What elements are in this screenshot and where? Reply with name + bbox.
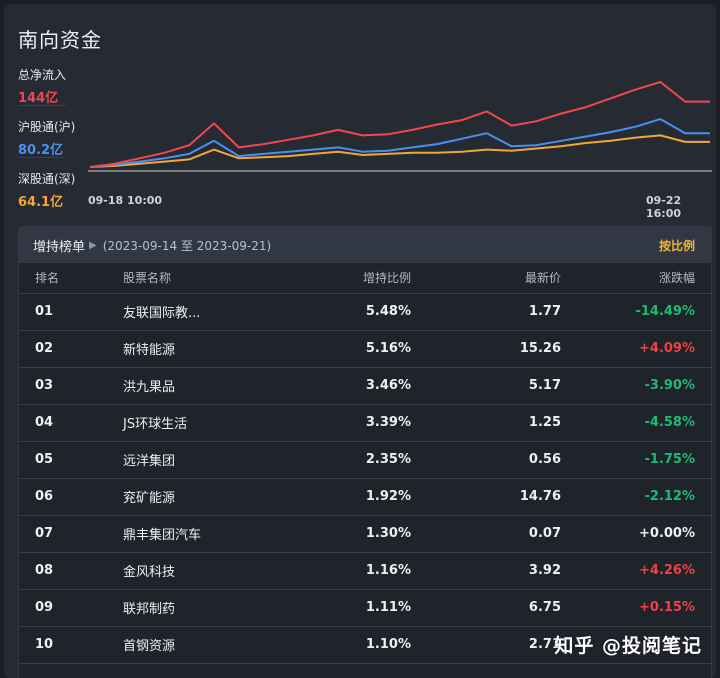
- stock-name-cell[interactable]: 洪九果品: [119, 367, 329, 405]
- watermark: 知乎 @投阅笔记: [554, 635, 702, 657]
- legend-sz-value: 64.1亿: [18, 195, 64, 210]
- rank-cell: 06: [19, 478, 119, 516]
- change-cell: +4.09%: [561, 330, 711, 368]
- column-header-change[interactable]: 涨跌幅: [561, 263, 711, 294]
- ratio-cell: 3.39%: [329, 404, 411, 442]
- legend-sh: 沪股通(沪) 80.2亿: [18, 118, 75, 158]
- ratio-cell: 1.10%: [329, 626, 411, 664]
- stock-name-cell[interactable]: 首钢资源: [119, 626, 329, 664]
- series-line-2: [89, 134, 710, 168]
- table-row[interactable]: 08 金风科技 1.16% 3.92 +4.26%: [19, 552, 711, 590]
- column-header-price[interactable]: 最新价: [411, 263, 561, 294]
- table-row[interactable]: 06 兖矿能源 1.92% 14.76 -2.12%: [19, 478, 711, 516]
- legend-sz: 深股通(深) 64.1亿: [18, 170, 75, 210]
- rank-cell: 01: [19, 293, 119, 331]
- ratio-cell: 5.48%: [329, 293, 411, 331]
- table-row[interactable]: 03 洪九果品 3.46% 5.17 -3.90%: [19, 367, 711, 405]
- flow-line-chart: [88, 81, 712, 172]
- price-cell: 1.77: [411, 293, 561, 331]
- table-row[interactable]: 07 鼎丰集团汽车 1.30% 0.07 +0.00%: [19, 515, 711, 553]
- stock-name-cell[interactable]: JS环球生活: [119, 404, 329, 442]
- ranking-header: 增持榜单 ▶ (2023-09-14 至 2023-09-21) 按比例: [19, 227, 711, 263]
- ratio-cell: 2.35%: [329, 441, 411, 479]
- table-row[interactable]: 09 联邦制药 1.11% 6.75 +0.15%: [19, 589, 711, 627]
- ranking-panel: 增持榜单 ▶ (2023-09-14 至 2023-09-21) 按比例 排名 …: [18, 226, 712, 678]
- legend-total: 总净流入 144亿: [18, 66, 66, 106]
- legend-total-label: 总净流入: [18, 68, 67, 82]
- price-cell: 6.75: [411, 589, 561, 627]
- sort-by-ratio-button[interactable]: 按比例: [658, 239, 695, 253]
- table-row[interactable]: 01 友联国际教... 5.48% 1.77 -14.49%: [19, 293, 711, 331]
- stock-name-cell[interactable]: 鼎丰集团汽车: [119, 515, 329, 553]
- rank-cell: 04: [19, 404, 119, 442]
- ratio-cell: 3.46%: [329, 367, 411, 405]
- stock-name-cell[interactable]: 兖矿能源: [119, 478, 329, 516]
- rank-cell: 10: [19, 626, 119, 664]
- rank-cell: 03: [19, 367, 119, 405]
- ranking-date-range: (2023-09-14 至 2023-09-21): [102, 238, 272, 253]
- table-row[interactable]: 05 远洋集团 2.35% 0.56 -1.75%: [19, 441, 711, 479]
- legend-sh-value: 80.2亿: [18, 143, 64, 158]
- price-cell: 14.76: [411, 478, 561, 516]
- page-title: 南向资金: [18, 28, 102, 52]
- price-cell: 0.56: [411, 441, 561, 479]
- stock-name-cell[interactable]: 新特能源: [119, 330, 329, 368]
- change-cell: +4.26%: [561, 552, 711, 590]
- ranking-table: 排名 股票名称 增持比例 最新价 涨跌幅 01 友联国际教... 5.48% 1.77…: [19, 263, 711, 664]
- change-cell: -2.12%: [561, 478, 711, 516]
- change-cell: -1.75%: [561, 441, 711, 479]
- rank-cell: 09: [19, 589, 119, 627]
- price-cell: 1.25: [411, 404, 561, 442]
- legend-divider: [18, 105, 66, 106]
- change-cell: +0.15%: [561, 589, 711, 627]
- change-cell: -4.58%: [561, 404, 711, 442]
- stock-name-cell[interactable]: 金风科技: [119, 552, 329, 590]
- legend-sh-label: 沪股通(沪): [18, 120, 76, 134]
- stock-name-cell[interactable]: 友联国际教...: [119, 293, 329, 331]
- ratio-cell: 1.11%: [329, 589, 411, 627]
- x-axis-start-label: 09-18 10:00: [88, 194, 163, 207]
- table-row[interactable]: 02 新特能源 5.16% 15.26 +4.09%: [19, 330, 711, 368]
- series-line-1: [89, 118, 710, 168]
- legend-total-value: 144亿: [18, 91, 59, 106]
- ratio-cell: 1.16%: [329, 552, 411, 590]
- table-row[interactable]: 04 JS环球生活 3.39% 1.25 -4.58%: [19, 404, 711, 442]
- column-header-name[interactable]: 股票名称: [119, 263, 329, 294]
- column-header-ratio[interactable]: 增持比例: [329, 263, 411, 294]
- play-arrow-icon[interactable]: ▶: [89, 239, 97, 251]
- ratio-cell: 1.30%: [329, 515, 411, 553]
- table-row[interactable]: 10 首钢资源 1.10% 2.71: [19, 626, 711, 664]
- ratio-cell: 1.92%: [329, 478, 411, 516]
- change-cell: -3.90%: [561, 367, 711, 405]
- rank-cell: 08: [19, 552, 119, 590]
- price-cell: 0.07: [411, 515, 561, 553]
- rank-cell: 02: [19, 330, 119, 368]
- column-header-rank[interactable]: 排名: [19, 263, 119, 294]
- legend-sz-label: 深股通(深): [18, 172, 76, 186]
- price-cell: 15.26: [411, 330, 561, 368]
- x-axis-end-label: 09-22 16:00: [646, 194, 682, 220]
- ratio-cell: 5.16%: [329, 330, 411, 368]
- price-cell: 3.92: [411, 552, 561, 590]
- rank-cell: 05: [19, 441, 119, 479]
- change-cell: +0.00%: [561, 515, 711, 553]
- stock-name-cell[interactable]: 联邦制药: [119, 589, 329, 627]
- ranking-title[interactable]: 增持榜单: [33, 239, 86, 255]
- legend-divider: [18, 157, 66, 158]
- app-frame: 南向资金 总净流入 144亿 沪股通(沪) 80.2亿 深股通(深) 64.1亿…: [4, 4, 716, 678]
- rank-cell: 07: [19, 515, 119, 553]
- series-line-0: [89, 81, 710, 168]
- price-cell: 5.17: [411, 367, 561, 405]
- change-cell: [561, 626, 711, 664]
- price-cell: 2.71: [411, 626, 561, 664]
- table-header-row: 排名 股票名称 增持比例 最新价 涨跌幅: [19, 263, 711, 294]
- stock-name-cell[interactable]: 远洋集团: [119, 441, 329, 479]
- change-cell: -14.49%: [561, 293, 711, 331]
